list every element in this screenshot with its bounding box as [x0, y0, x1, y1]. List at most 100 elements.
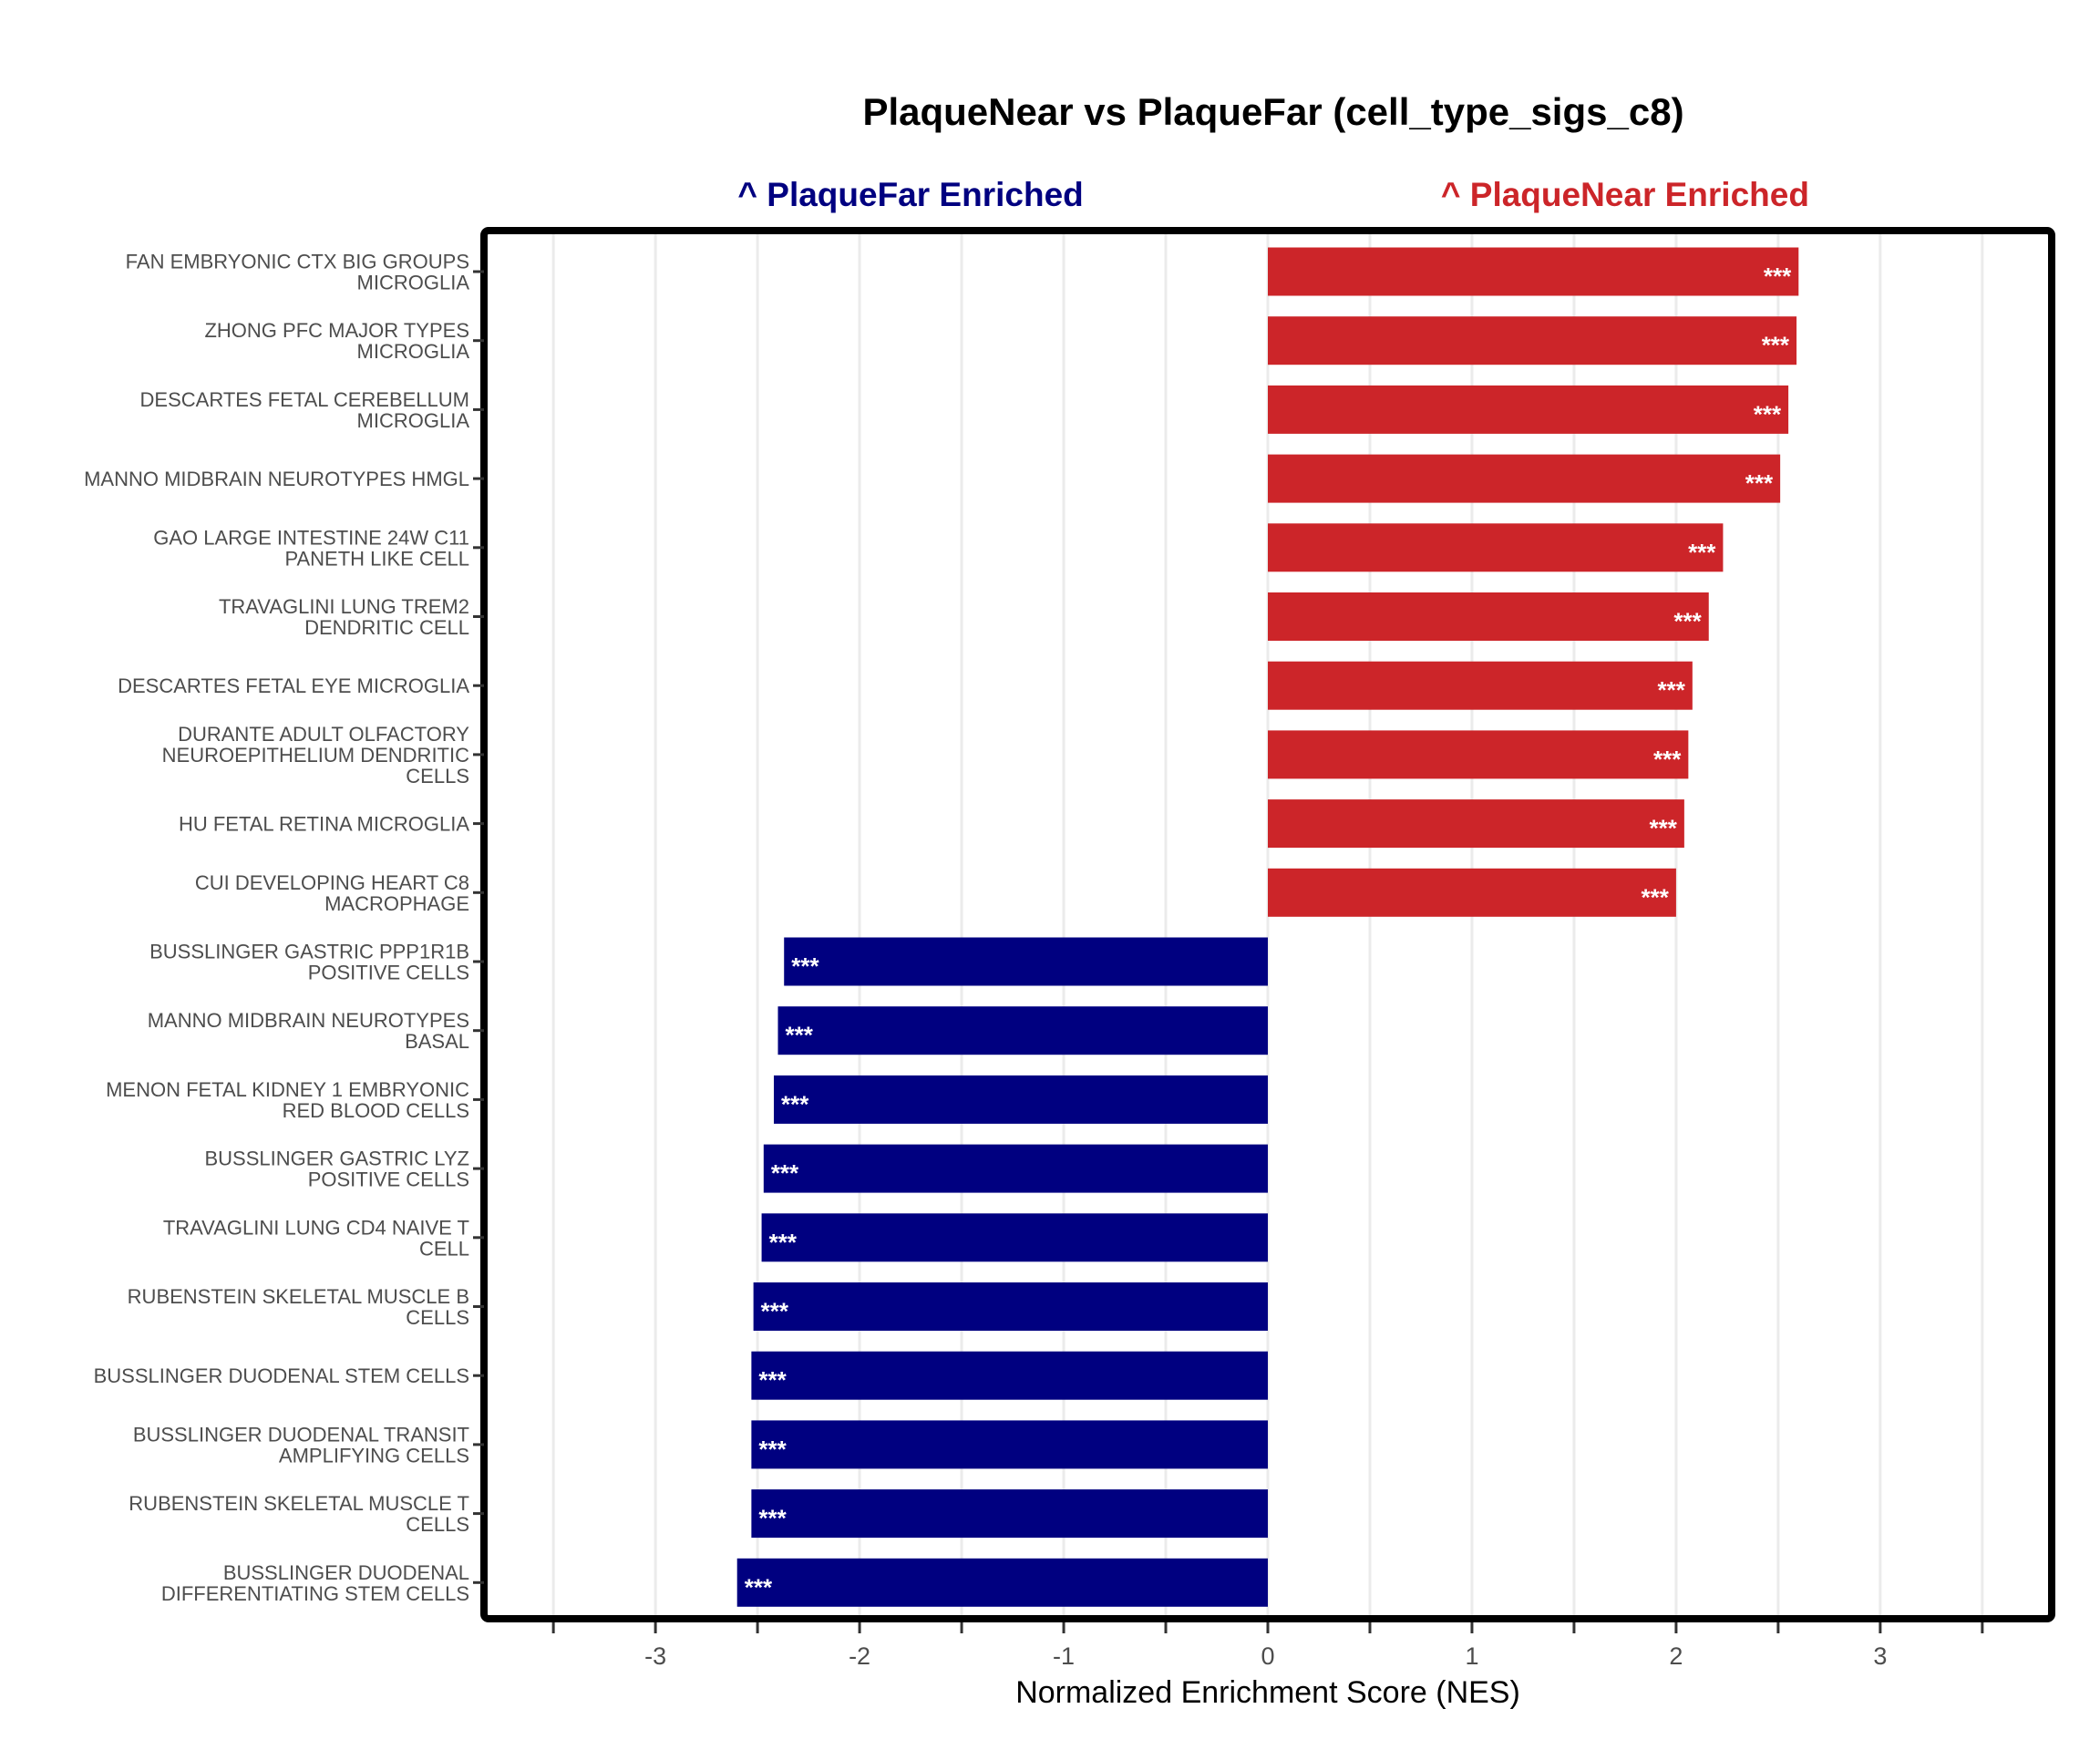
category-label-line: GAO LARGE INTESTINE 24W C11	[153, 526, 469, 549]
category-label-line: MICROGLIA	[357, 409, 470, 432]
bar	[1268, 730, 1689, 779]
category-label-line: DESCARTES FETAL CEREBELLUM	[140, 388, 469, 411]
bar	[1268, 247, 1799, 296]
category-label-line: FAN EMBRYONIC CTX BIG GROUPS	[126, 251, 469, 273]
x-axis: -3 -2 -1 0 1 2 3	[551, 1622, 1984, 1670]
category-label-line: ZHONG PFC MAJOR TYPES	[204, 319, 469, 342]
significance-label: ***	[1754, 400, 1782, 427]
x-tick-label: 2	[1669, 1642, 1683, 1670]
category-label: GAO LARGE INTESTINE 24W C11 PANETH LIKE C…	[153, 526, 469, 570]
category-label-line: PANETH LIKE CELL	[284, 547, 469, 570]
category-label: ZHONG PFC MAJOR TYPES MICROGLIA	[204, 319, 469, 363]
category-label: MANNO MIDBRAIN NEUROTYPES HMGL	[84, 468, 469, 490]
category-label-line: CUI DEVELOPING HEART C8	[195, 871, 469, 894]
significance-label: ***	[769, 1229, 798, 1256]
category-label: FAN EMBRYONIC CTX BIG GROUPS MICROGLIA	[126, 251, 470, 294]
bar	[1268, 523, 1724, 572]
category-label: BUSSLINGER DUODENAL TRANSIT AMPLIFYING CE…	[133, 1423, 469, 1467]
category-label: TRAVAGLINI LUNG CD4 NAIVE T CELL	[163, 1216, 469, 1260]
x-tick-label: 0	[1261, 1642, 1274, 1670]
significance-label: ***	[745, 1573, 773, 1601]
category-label: BUSSLINGER DUODENAL STEM CELLS	[94, 1364, 469, 1387]
significance-label: ***	[1653, 746, 1682, 773]
category-label-line: CELLS	[406, 1306, 469, 1329]
panel-border	[480, 227, 2055, 1622]
bar	[751, 1489, 1268, 1539]
category-label: BUSSLINGER GASTRIC LYZ POSITIVE CELLS	[204, 1148, 469, 1191]
category-label-line: TRAVAGLINI LUNG TREM2	[219, 595, 469, 618]
category-label-line: RUBENSTEIN SKELETAL MUSCLE B	[128, 1285, 469, 1308]
category-label: BUSSLINGER DUODENAL DIFFERENTIATING STEM …	[161, 1561, 469, 1605]
bar	[1268, 868, 1676, 917]
bar	[1268, 316, 1797, 365]
bar	[763, 1144, 1268, 1193]
bar	[1268, 385, 1789, 434]
category-label-line: CELLS	[406, 1513, 469, 1536]
gridlines	[551, 231, 1984, 1619]
significance-label: ***	[758, 1366, 787, 1394]
x-tick-label: -3	[644, 1642, 666, 1670]
x-tick-label: 1	[1465, 1642, 1478, 1670]
bars	[736, 247, 1799, 1607]
bar	[751, 1351, 1268, 1400]
category-label-line: BASAL	[405, 1030, 469, 1053]
significance-label: ***	[1688, 539, 1716, 566]
category-label-line: POSITIVE CELLS	[308, 962, 469, 984]
bar	[1268, 799, 1684, 849]
plaquenear-enriched-label: ^ PlaqueNear Enriched	[1441, 176, 1809, 213]
category-label: CUI DEVELOPING HEART C8 MACROPHAGE	[195, 871, 469, 915]
category-label-line: BUSSLINGER GASTRIC LYZ	[204, 1148, 469, 1170]
category-label: DURANTE ADULT OLFACTORY NEUROEPITHELIUM D…	[162, 723, 470, 788]
category-label: RUBENSTEIN SKELETAL MUSCLE T CELLS	[129, 1492, 469, 1536]
significance-label: ***	[1657, 676, 1685, 704]
category-label-line: DESCARTES FETAL EYE MICROGLIA	[118, 674, 469, 697]
x-tick-label: -2	[849, 1642, 870, 1670]
significance-labels: *** *** *** *** *** *** *** *** *** *** *** *** *** *…	[745, 262, 1792, 1601]
significance-label: ***	[1762, 332, 1790, 359]
category-label-line: BUSSLINGER DUODENAL	[223, 1561, 469, 1584]
category-label-line: TRAVAGLINI LUNG CD4 NAIVE T	[163, 1216, 469, 1239]
category-label-line: AMPLIFYING CELLS	[279, 1444, 469, 1467]
category-label-line: MACROPHAGE	[324, 892, 469, 915]
category-label-line: CELL	[419, 1237, 469, 1260]
significance-label: ***	[1650, 815, 1678, 842]
significance-label: ***	[1745, 469, 1774, 497]
category-label-line: NEUROEPITHELIUM DENDRITIC	[162, 744, 469, 767]
bar	[753, 1282, 1268, 1331]
category-label-line: BUSSLINGER GASTRIC PPP1R1B	[149, 941, 469, 963]
category-label-line: MICROGLIA	[357, 340, 470, 363]
category-label-line: MANNO MIDBRAIN NEUROTYPES	[148, 1009, 469, 1032]
category-label: HU FETAL RETINA MICROGLIA	[179, 813, 469, 836]
y-axis: FAN EMBRYONIC CTX BIG GROUPS MICROGLIAZHO…	[84, 251, 484, 1605]
significance-label: ***	[761, 1298, 789, 1325]
category-label-line: DENDRITIC CELL	[304, 616, 469, 639]
category-label-line: BUSSLINGER DUODENAL TRANSIT	[133, 1423, 469, 1446]
bar	[1268, 592, 1709, 641]
bar	[1268, 661, 1693, 710]
category-label-line: MENON FETAL KIDNEY 1 EMBRYONIC	[106, 1078, 469, 1101]
category-label-line: RUBENSTEIN SKELETAL MUSCLE T	[129, 1492, 469, 1515]
significance-label: ***	[791, 952, 819, 980]
x-tick-label: 3	[1873, 1642, 1887, 1670]
category-label-line: MANNO MIDBRAIN NEUROTYPES HMGL	[84, 468, 469, 490]
significance-label: ***	[781, 1090, 809, 1117]
category-label-line: DURANTE ADULT OLFACTORY	[178, 723, 469, 746]
bar	[736, 1558, 1268, 1607]
significance-label: ***	[1764, 262, 1792, 290]
category-label: RUBENSTEIN SKELETAL MUSCLE B CELLS	[128, 1285, 469, 1329]
bar	[784, 937, 1268, 986]
category-label-line: RED BLOOD CELLS	[283, 1099, 469, 1122]
significance-label: ***	[1642, 883, 1670, 911]
significance-label: ***	[786, 1022, 814, 1049]
category-label: DESCARTES FETAL EYE MICROGLIA	[118, 674, 469, 697]
bar	[761, 1213, 1268, 1262]
category-label-line: CELLS	[406, 765, 469, 788]
x-axis-title: Normalized Enrichment Score (NES)	[1015, 1675, 1520, 1710]
category-label: BUSSLINGER GASTRIC PPP1R1B POSITIVE CELLS	[149, 941, 469, 984]
bar	[777, 1006, 1268, 1055]
significance-label: ***	[758, 1505, 787, 1532]
category-label-line: HU FETAL RETINA MICROGLIA	[179, 813, 469, 836]
chart-title: PlaqueNear vs PlaqueFar (cell_type_sigs_…	[862, 90, 1683, 133]
category-label-line: BUSSLINGER DUODENAL STEM CELLS	[94, 1364, 469, 1387]
